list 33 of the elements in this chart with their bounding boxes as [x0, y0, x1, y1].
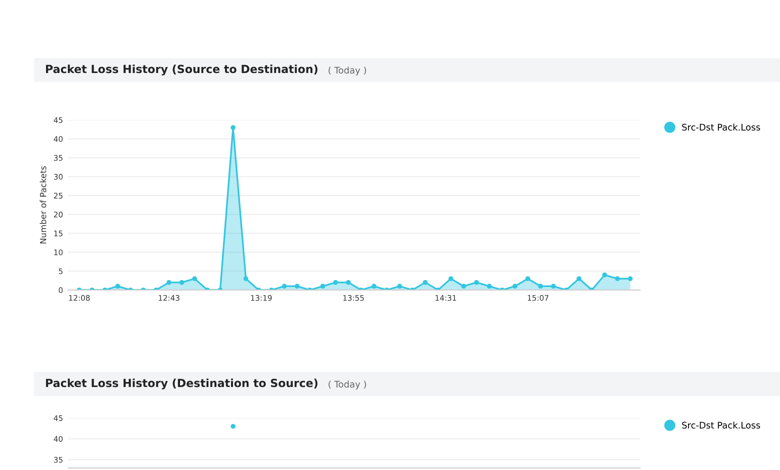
point	[448, 276, 454, 282]
point	[550, 284, 556, 289]
point	[166, 280, 172, 285]
chart-title: Packet Loss History (Destination to Source)	[46, 378, 318, 390]
point	[602, 272, 608, 278]
point	[422, 280, 428, 285]
point	[282, 284, 287, 289]
y-axis-title: Number of Packets	[40, 166, 46, 244]
point	[115, 284, 120, 289]
point	[346, 280, 351, 285]
point	[294, 284, 300, 289]
chart-subtitle: ( Today )	[328, 66, 366, 76]
point	[243, 276, 248, 282]
point	[486, 284, 492, 289]
point	[192, 276, 198, 282]
point	[397, 284, 402, 289]
point	[538, 284, 543, 289]
point	[179, 280, 184, 285]
legend-label: Src-Dst Pack.Loss	[682, 124, 760, 131]
point	[333, 280, 338, 285]
point	[512, 284, 518, 289]
point	[474, 280, 479, 285]
point	[525, 276, 530, 282]
legend-label: Src-Dst Pack.Loss	[682, 422, 760, 429]
point	[320, 284, 326, 289]
point	[576, 276, 582, 282]
point	[372, 284, 376, 289]
point	[628, 276, 633, 282]
point	[461, 284, 466, 289]
chart-title: Packet Loss History (Source to Destination)	[46, 64, 318, 76]
chart-subtitle: ( Today )	[328, 380, 366, 390]
point	[230, 125, 236, 130]
point	[615, 276, 620, 282]
